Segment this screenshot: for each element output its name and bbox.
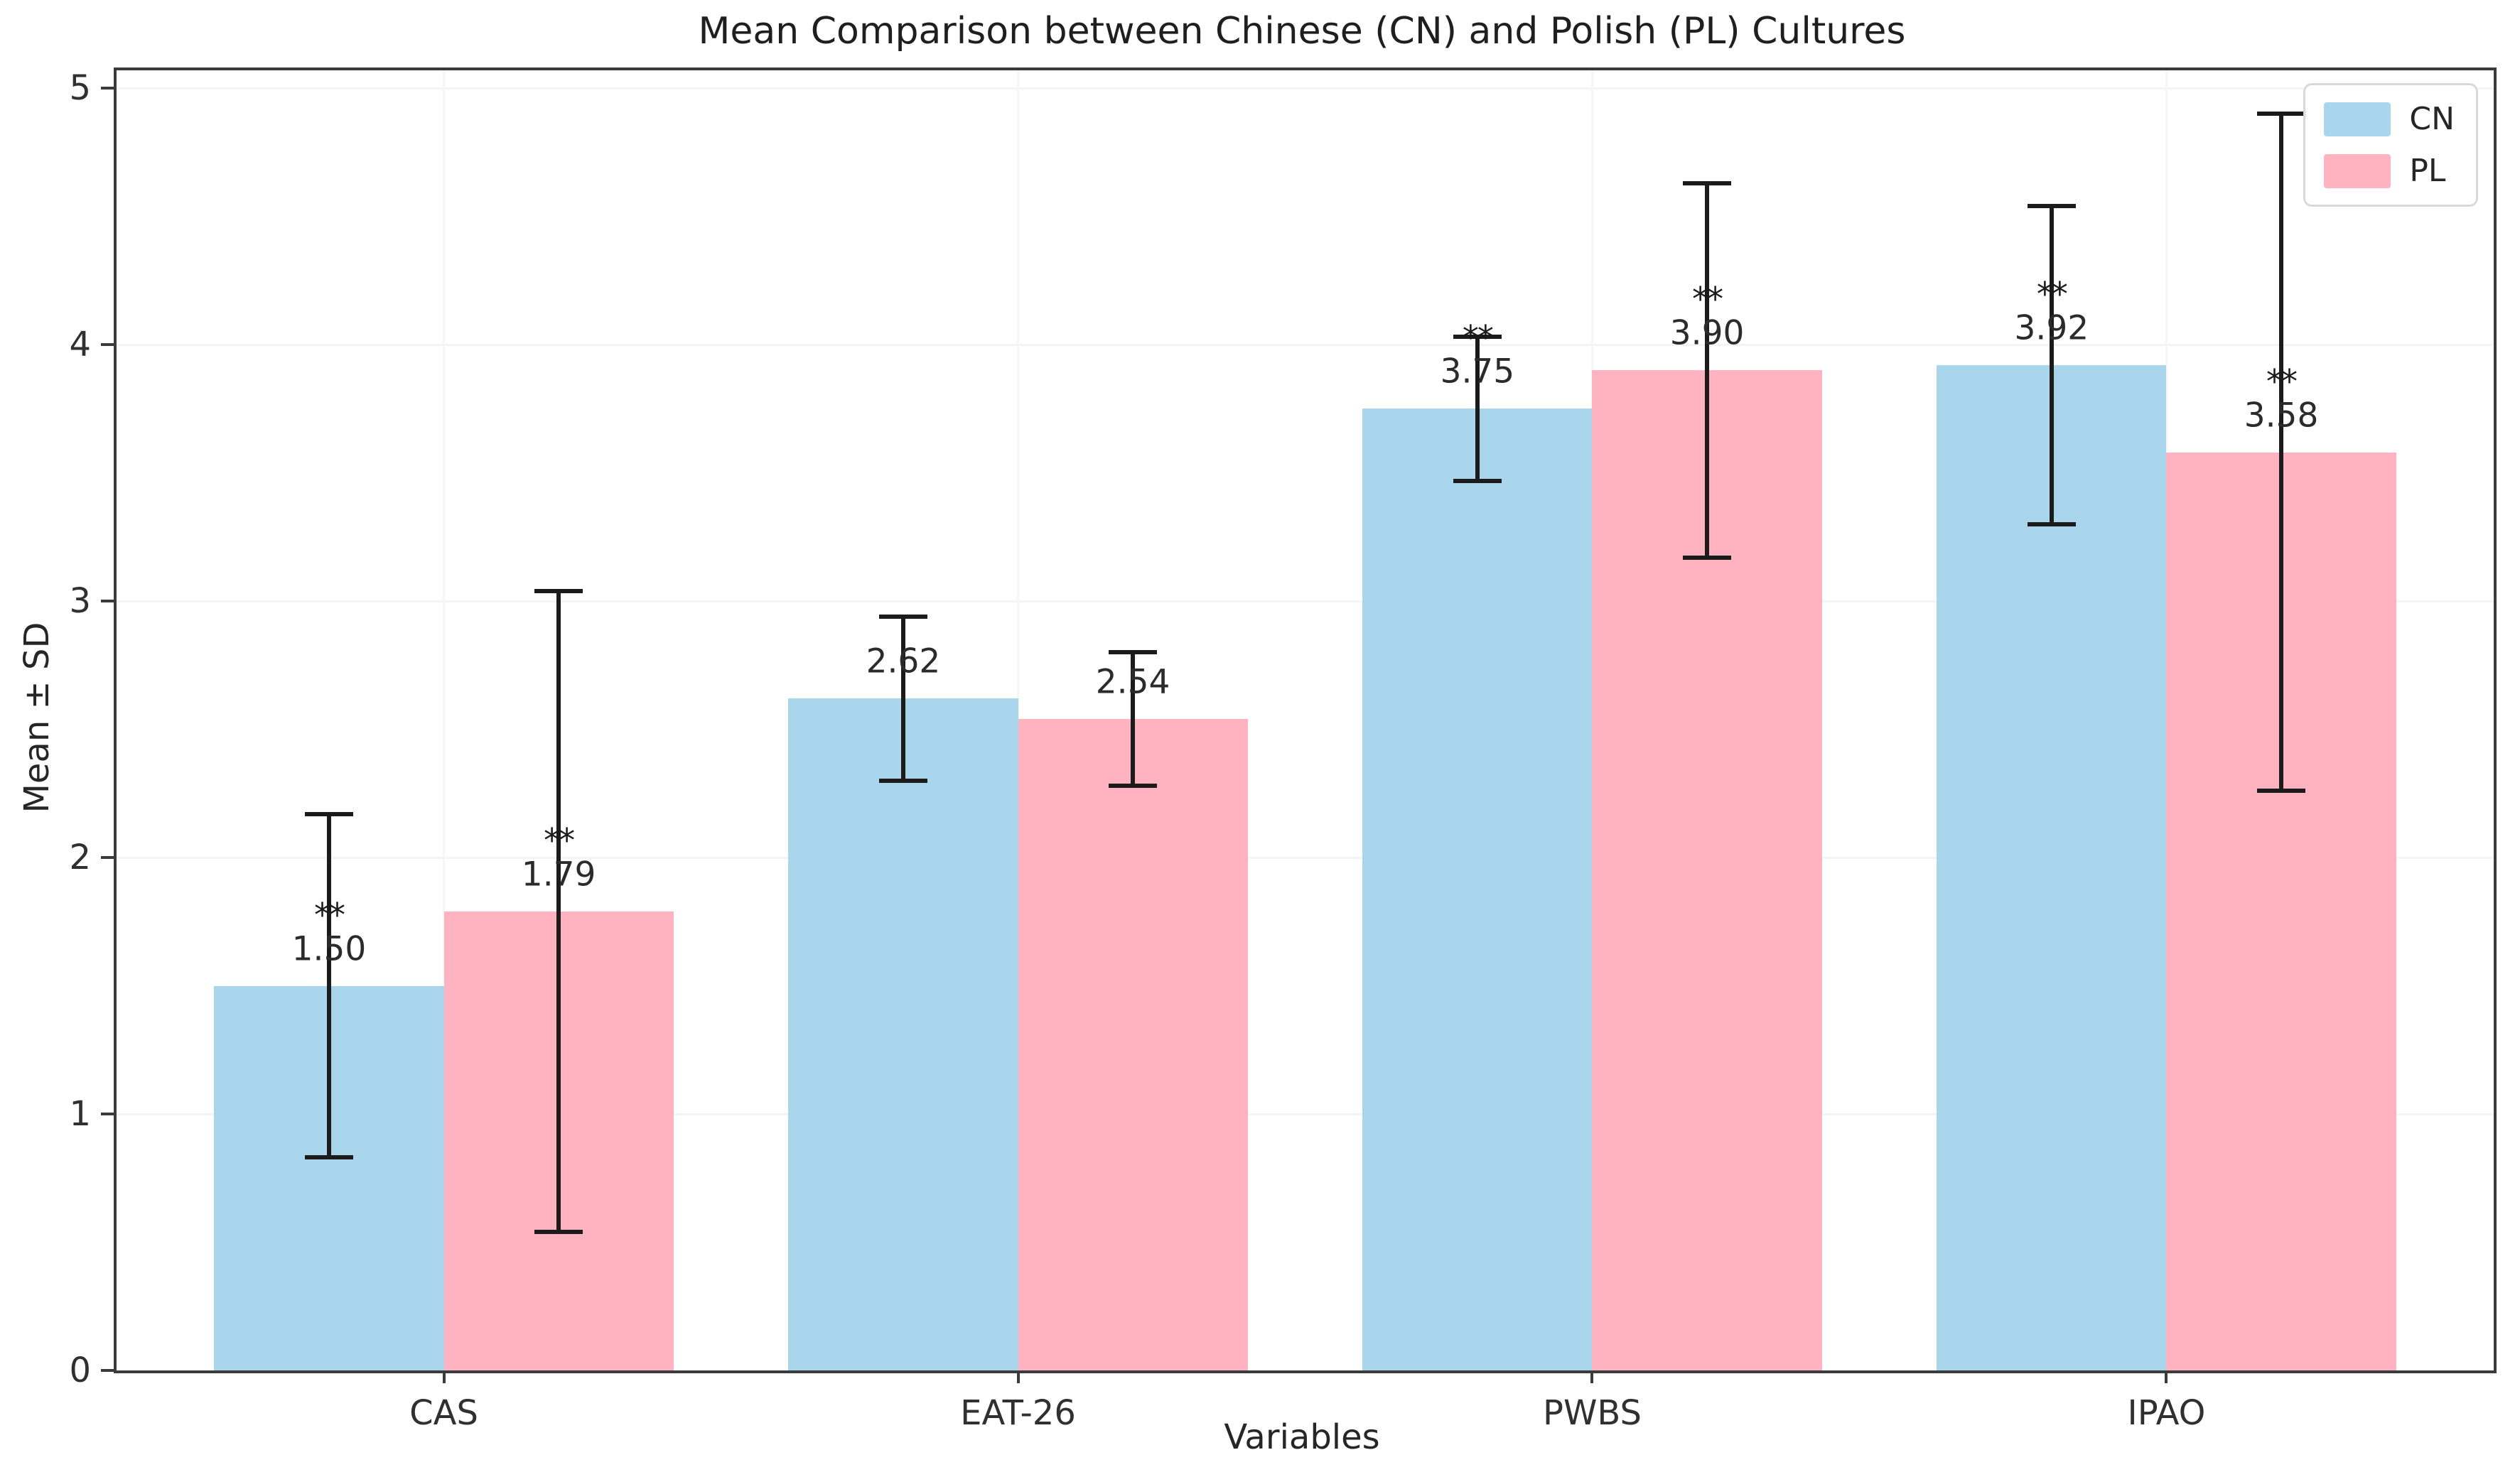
- error-cap-top-pl-pwbs: [1683, 180, 1732, 185]
- bar-value-pl-ipao: 3.58: [2244, 396, 2319, 435]
- x-axis-title: Variables: [1224, 1417, 1380, 1457]
- legend-label-pl: PL: [2409, 153, 2446, 189]
- legend: CN PL: [2303, 83, 2478, 207]
- x-tick-label-pwbs: PWBS: [1543, 1393, 1642, 1433]
- y-tick-mark-5: [101, 87, 114, 90]
- error-cap-top-pl-ipao: [2257, 112, 2306, 117]
- x-tick-mark-ipao: [2165, 1370, 2168, 1383]
- legend-swatch-cn: [2324, 102, 2391, 136]
- y-tick-label-4: 4: [69, 325, 91, 365]
- v-gridline-cas: [443, 70, 446, 1370]
- significance-mark-pl-cas: **: [544, 821, 575, 860]
- x-tick-label-cas: CAS: [409, 1393, 478, 1433]
- x-tick-label-ipao: IPAO: [2127, 1393, 2206, 1433]
- error-cap-bottom-pl-cas: [534, 1230, 583, 1235]
- y-tick-mark-1: [101, 1113, 114, 1116]
- error-bar-cn-eat-26: [900, 616, 905, 781]
- error-cap-top-cn-cas: [304, 811, 353, 816]
- bar-value-pl-cas: 1.79: [521, 855, 596, 894]
- h-gridline-3: [117, 600, 2494, 602]
- error-cap-bottom-cn-pwbs: [1453, 478, 1502, 483]
- legend-label-cn: CN: [2409, 101, 2455, 137]
- error-cap-bottom-pl-ipao: [2257, 789, 2306, 794]
- y-tick-mark-0: [101, 1369, 114, 1372]
- chart-title: Mean Comparison between Chinese (CN) and…: [698, 10, 1906, 53]
- bar-cn-pwbs: [1362, 409, 1593, 1370]
- error-bar-pl-cas: [556, 590, 561, 1233]
- y-tick-label-0: 0: [69, 1351, 91, 1390]
- y-axis-title: Mean ± SD: [17, 622, 57, 813]
- bar-value-cn-ipao: 3.92: [2014, 308, 2089, 348]
- bar-value-pl-pwbs: 3.90: [1669, 313, 1745, 353]
- plot-area: 0 1 2 3 4 5 CAS EAT-26 PWBS IPAO 1.50 ** 2.62 3.75 ** 3…: [69, 67, 2497, 1433]
- y-tick-mark-3: [101, 600, 114, 603]
- y-tick-mark-2: [101, 856, 114, 860]
- h-gridline-5: [117, 87, 2494, 90]
- error-bar-cn-cas: [326, 813, 331, 1158]
- legend-row-pl: PL: [2324, 153, 2455, 189]
- error-bar-cn-ipao: [2049, 206, 2054, 524]
- x-tick-mark-eat-26: [1016, 1370, 1020, 1383]
- significance-mark-cn-pwbs: **: [1462, 318, 1494, 357]
- error-cap-bottom-pl-pwbs: [1683, 555, 1732, 560]
- y-tick-label-3: 3: [69, 581, 91, 622]
- error-bar-pl-pwbs: [1705, 183, 1710, 558]
- error-bar-pl-ipao: [2279, 114, 2284, 791]
- bar-value-cn-eat-26: 2.62: [866, 642, 941, 681]
- bar-cn-ipao: [1937, 365, 2167, 1370]
- error-cap-bottom-cn-ipao: [2027, 521, 2076, 526]
- significance-mark-pl-pwbs: **: [1692, 280, 1723, 319]
- y-tick-label-2: 2: [69, 838, 91, 878]
- bar-cn-eat-26: [788, 698, 1018, 1370]
- error-cap-bottom-cn-cas: [304, 1155, 353, 1160]
- bar-pl-eat-26: [1018, 719, 1248, 1370]
- h-gridline-4: [117, 343, 2494, 346]
- bar-value-cn-pwbs: 3.75: [1440, 352, 1515, 391]
- x-tick-mark-pwbs: [1590, 1370, 1594, 1383]
- h-gridline-2: [117, 856, 2494, 859]
- error-cap-top-cn-pwbs: [1453, 335, 1502, 340]
- y-tick-label-5: 5: [69, 68, 91, 109]
- error-bar-pl-eat-26: [1131, 652, 1136, 786]
- x-tick-mark-cas: [442, 1370, 446, 1383]
- bar-value-pl-eat-26: 2.54: [1095, 662, 1170, 702]
- significance-mark-cn-cas: **: [313, 895, 345, 934]
- error-bar-cn-pwbs: [1475, 337, 1480, 481]
- error-cap-top-cn-eat-26: [878, 614, 927, 619]
- legend-swatch-pl: [2324, 153, 2391, 188]
- x-tick-label-eat-26: EAT-26: [960, 1393, 1076, 1433]
- error-cap-top-cn-ipao: [2027, 204, 2076, 209]
- legend-row-cn: CN: [2324, 101, 2455, 137]
- bar-value-cn-cas: 1.50: [291, 929, 367, 969]
- significance-mark-cn-ipao: **: [2036, 275, 2068, 314]
- y-tick-label-1: 1: [69, 1094, 91, 1135]
- error-cap-bottom-cn-eat-26: [878, 778, 927, 783]
- h-gridline-1: [117, 1113, 2494, 1115]
- y-tick-mark-4: [101, 343, 114, 347]
- error-cap-bottom-pl-eat-26: [1109, 784, 1158, 789]
- error-cap-top-pl-cas: [534, 588, 583, 593]
- error-cap-top-pl-eat-26: [1109, 650, 1158, 655]
- significance-mark-pl-ipao: **: [2266, 362, 2298, 401]
